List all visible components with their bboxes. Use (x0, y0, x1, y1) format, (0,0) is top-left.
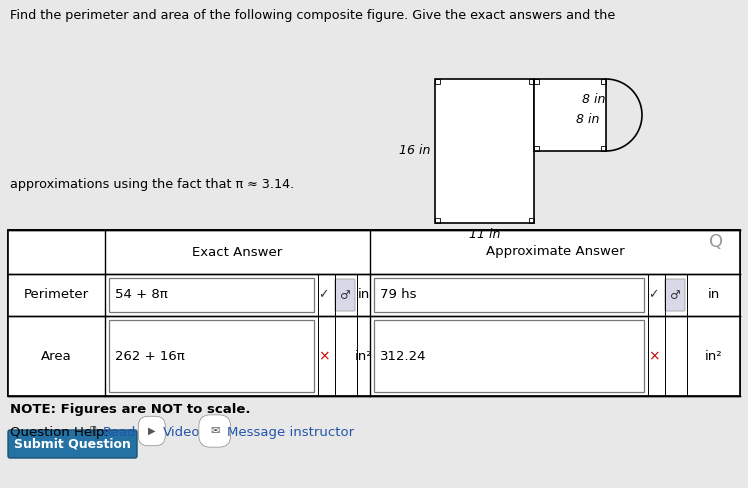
Text: 54 + 8π: 54 + 8π (115, 288, 168, 302)
Text: Perimeter: Perimeter (24, 288, 89, 302)
Text: ×: × (648, 349, 659, 363)
Text: Q: Q (709, 233, 723, 251)
Text: ✓: ✓ (649, 288, 659, 302)
Text: Message instructor: Message instructor (227, 426, 354, 439)
Text: NOTE: Figures are NOT to scale.: NOTE: Figures are NOT to scale. (10, 403, 251, 416)
Bar (374, 320, 644, 392)
Text: Submit Question: Submit Question (13, 438, 130, 450)
Text: ♂: ♂ (669, 288, 679, 302)
FancyBboxPatch shape (8, 430, 137, 458)
Text: Approximate Answer: Approximate Answer (485, 245, 625, 259)
Text: Find the perimeter and area of the following composite figure. Give the exact an: Find the perimeter and area of the follo… (10, 9, 616, 22)
Bar (109, 320, 314, 392)
Bar (435, 79, 534, 223)
Text: in: in (708, 288, 720, 302)
Bar (529, 79, 534, 84)
Text: 8 in: 8 in (576, 113, 599, 126)
Text: 11 in: 11 in (469, 228, 500, 241)
Text: ×: × (318, 349, 329, 363)
Text: Area: Area (41, 349, 72, 363)
Bar (109, 278, 314, 312)
Bar (601, 146, 606, 151)
Text: in²: in² (355, 349, 373, 363)
Text: 📖: 📖 (90, 426, 96, 436)
Bar (435, 218, 440, 223)
Bar (534, 79, 539, 84)
Text: Exact Answer: Exact Answer (192, 245, 283, 259)
Bar (435, 79, 440, 84)
Bar (534, 79, 606, 151)
Bar (8, 230, 740, 396)
Text: in²: in² (705, 349, 723, 363)
Text: approximations using the fact that π ≈ 3.14.: approximations using the fact that π ≈ 3… (10, 178, 294, 191)
Bar (601, 79, 606, 84)
Text: Read: Read (103, 426, 136, 439)
FancyBboxPatch shape (665, 279, 685, 311)
Text: 262 + 16π: 262 + 16π (115, 349, 185, 363)
Bar (534, 146, 539, 151)
Bar (8, 230, 740, 396)
Text: 79 hs: 79 hs (380, 288, 417, 302)
Text: ♂: ♂ (339, 288, 349, 302)
Text: ▶: ▶ (148, 426, 156, 436)
Text: ✉: ✉ (210, 426, 219, 436)
Text: Video: Video (163, 426, 200, 439)
Text: 16 in: 16 in (399, 144, 430, 158)
Text: 312.24: 312.24 (380, 349, 426, 363)
FancyBboxPatch shape (335, 279, 355, 311)
Text: 8 in: 8 in (582, 93, 605, 106)
Text: in: in (358, 288, 370, 302)
Bar (374, 278, 644, 312)
Text: Question Help:: Question Help: (10, 426, 108, 439)
Text: ✓: ✓ (318, 288, 329, 302)
Bar (529, 218, 534, 223)
